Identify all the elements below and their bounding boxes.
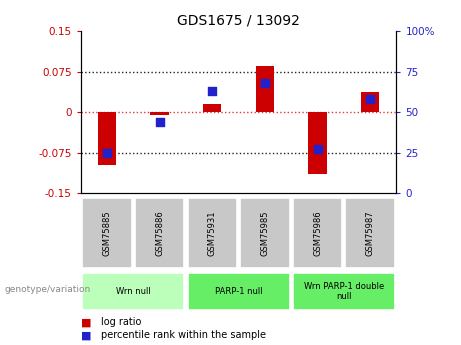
Bar <box>293 273 395 310</box>
Text: PARP-1 null: PARP-1 null <box>215 287 262 296</box>
Text: ■: ■ <box>81 331 91 340</box>
Text: log ratio: log ratio <box>101 317 142 327</box>
Bar <box>203 104 221 112</box>
Point <box>103 150 111 155</box>
Bar <box>150 112 169 115</box>
Text: ■: ■ <box>81 317 91 327</box>
Text: GSM75885: GSM75885 <box>102 210 112 256</box>
Bar <box>240 198 290 268</box>
Bar <box>98 112 116 165</box>
Bar <box>135 198 184 268</box>
Point <box>261 80 269 86</box>
Bar <box>256 66 274 112</box>
Text: GSM75886: GSM75886 <box>155 210 164 256</box>
Bar <box>293 198 342 268</box>
Bar <box>82 198 132 268</box>
Point <box>314 147 321 152</box>
Text: GSM75987: GSM75987 <box>366 210 375 256</box>
Text: GSM75986: GSM75986 <box>313 210 322 256</box>
Point <box>156 119 163 125</box>
Bar <box>82 273 184 310</box>
Point <box>208 88 216 94</box>
Text: GSM75985: GSM75985 <box>260 210 269 256</box>
Text: percentile rank within the sample: percentile rank within the sample <box>101 331 266 340</box>
Bar <box>345 198 395 268</box>
Bar <box>361 91 379 112</box>
Text: genotype/variation: genotype/variation <box>5 285 91 294</box>
Text: GSM75931: GSM75931 <box>208 210 217 256</box>
Bar <box>188 273 290 310</box>
Bar <box>308 112 327 174</box>
Text: Wrn null: Wrn null <box>116 287 151 296</box>
Title: GDS1675 / 13092: GDS1675 / 13092 <box>177 13 300 27</box>
Point <box>366 96 374 102</box>
Bar <box>188 198 237 268</box>
Text: Wrn PARP-1 double
null: Wrn PARP-1 double null <box>304 282 384 301</box>
